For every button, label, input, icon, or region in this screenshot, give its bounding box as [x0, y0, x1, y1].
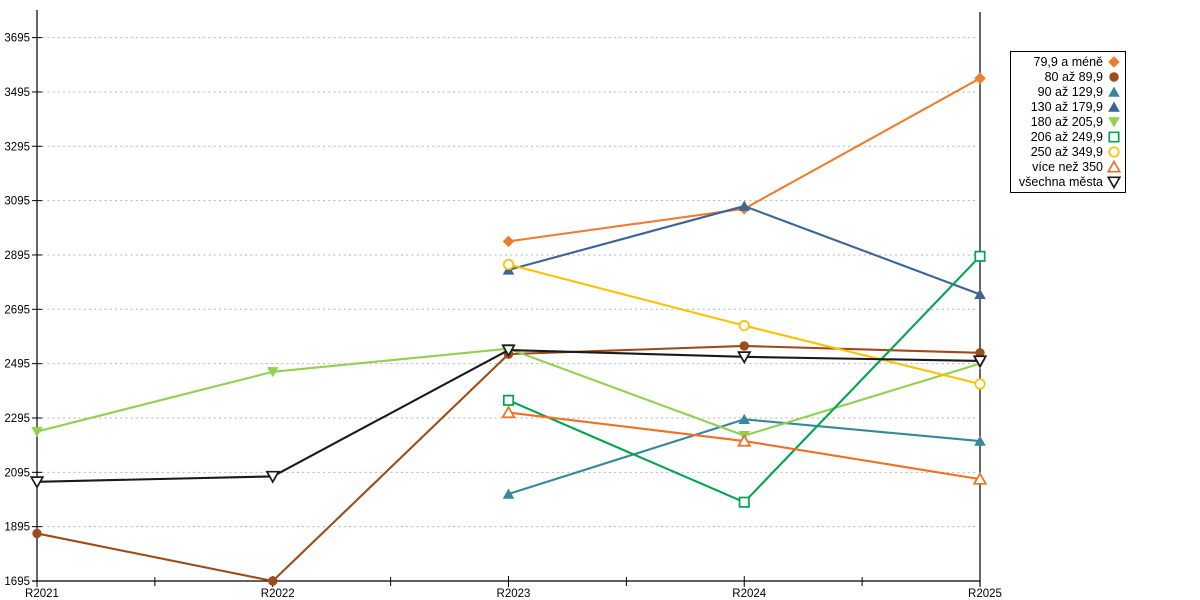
circle-marker-icon	[974, 378, 986, 390]
x-tick-label: R2022	[261, 588, 295, 600]
legend-triangle-down-icon	[1108, 117, 1120, 128]
y-tick-label: 2095	[4, 467, 30, 479]
x-tick-label: R2023	[497, 588, 531, 600]
y-tick-label: 1895	[4, 522, 30, 534]
legend-label: více než 350	[1032, 160, 1103, 175]
triangle-up-marker-icon	[1108, 101, 1120, 112]
series-1	[32, 341, 985, 586]
legend-label: 206 až 249,9	[1030, 130, 1103, 145]
series-6	[502, 258, 986, 390]
series-3	[502, 200, 986, 300]
legend-triangle-down-icon	[1107, 176, 1121, 190]
y-tick-label: 2695	[4, 304, 30, 316]
diamond-marker-icon	[502, 235, 515, 248]
circle-marker-icon	[975, 348, 985, 358]
legend-circle-icon	[1109, 71, 1119, 82]
series-line	[36, 347, 981, 437]
circle-marker-icon	[502, 258, 515, 271]
circle-marker-icon	[738, 320, 750, 332]
triangle-up-marker-icon	[738, 200, 751, 211]
legend-label: všechna města	[1018, 175, 1103, 190]
square-marker-icon	[738, 496, 750, 508]
y-tick-label: 3495	[4, 87, 30, 99]
circle-marker-icon	[739, 341, 749, 351]
square-marker-icon	[1108, 131, 1120, 143]
legend-item: 130 až 179,9	[1013, 99, 1121, 114]
y-tick-label: 3295	[4, 141, 30, 153]
y-tick-label: 3095	[4, 196, 30, 208]
legend-label: 180 až 205,9	[1030, 114, 1103, 129]
legend-item: 250 až 349,9	[1013, 145, 1121, 160]
legend-diamond-icon	[1108, 55, 1120, 68]
triangle-up-marker-icon	[502, 488, 515, 499]
legend-item: více než 350	[1013, 160, 1121, 175]
legend-label: 80 až 89,9	[1044, 69, 1103, 84]
legend-item: 79,9 a méně	[1013, 54, 1121, 69]
triangle-up-marker-icon	[1108, 86, 1120, 97]
circle-marker-icon	[1109, 71, 1119, 82]
legend-triangle-up-icon	[1108, 86, 1120, 97]
square-marker-icon	[974, 250, 986, 262]
square-marker-icon	[502, 394, 515, 406]
series-0	[502, 72, 986, 248]
x-tick-label: R2021	[25, 588, 59, 600]
triangle-down-marker-icon	[1107, 176, 1121, 190]
triangle-down-marker-icon	[266, 367, 279, 378]
series-8	[29, 344, 988, 490]
legend-label: 250 až 349,9	[1030, 145, 1103, 160]
triangle-up-marker-icon	[736, 433, 752, 447]
y-tick-label: 2295	[4, 413, 30, 425]
y-tick-label: 3695	[4, 33, 30, 45]
diamond-marker-icon	[1108, 55, 1120, 68]
legend-item: 80 až 89,9	[1013, 69, 1121, 84]
triangle-down-marker-icon	[972, 355, 988, 369]
legend-item: 180 až 205,9	[1013, 114, 1121, 129]
triangle-up-marker-icon	[972, 471, 988, 485]
y-tick-label: 2895	[4, 250, 30, 262]
legend-square-icon	[1108, 131, 1120, 143]
series-line	[508, 205, 981, 296]
triangle-up-marker-icon	[974, 288, 986, 300]
series-line	[508, 255, 981, 504]
y-tick-label: 1695	[4, 576, 30, 588]
series-2	[502, 413, 986, 499]
triangle-down-marker-icon	[1108, 117, 1120, 128]
triangle-up-marker-icon	[738, 413, 751, 425]
legend-item: všechna města	[1013, 175, 1121, 190]
x-tick-label: R2025	[968, 588, 1002, 600]
triangle-down-marker-icon	[736, 351, 752, 365]
triangle-down-marker-icon	[501, 344, 516, 358]
triangle-up-marker-icon	[501, 405, 516, 419]
diamond-marker-icon	[974, 72, 986, 85]
series-line	[36, 344, 981, 583]
x-tick-label: R2024	[732, 588, 766, 600]
circle-marker-icon	[32, 528, 42, 539]
legend-item: 206 až 249,9	[1013, 130, 1121, 145]
triangle-down-marker-icon	[29, 476, 45, 490]
y-tick-label: 2495	[4, 359, 30, 371]
triangle-up-marker-icon	[974, 435, 986, 446]
circle-marker-icon	[268, 576, 278, 586]
legend-label: 90 až 129,9	[1037, 84, 1103, 99]
series-7	[501, 405, 988, 485]
legend-triangle-up-icon	[1108, 101, 1120, 112]
legend-circle-icon	[1108, 146, 1120, 158]
legend: 79,9 a méně 80 až 89,9 90 až 129,9 130 a…	[1010, 51, 1126, 193]
triangle-down-marker-icon	[31, 426, 43, 438]
legend-item: 90 až 129,9	[1013, 84, 1121, 99]
triangle-up-marker-icon	[1107, 160, 1121, 173]
legend-label: 79,9 a méně	[1033, 54, 1104, 69]
legend-label: 130 až 179,9	[1030, 99, 1103, 114]
circle-marker-icon	[1108, 146, 1120, 158]
series-5	[502, 250, 986, 508]
legend-triangle-up-icon	[1107, 160, 1121, 173]
triangle-down-marker-icon	[265, 470, 281, 484]
series-line	[508, 77, 981, 243]
